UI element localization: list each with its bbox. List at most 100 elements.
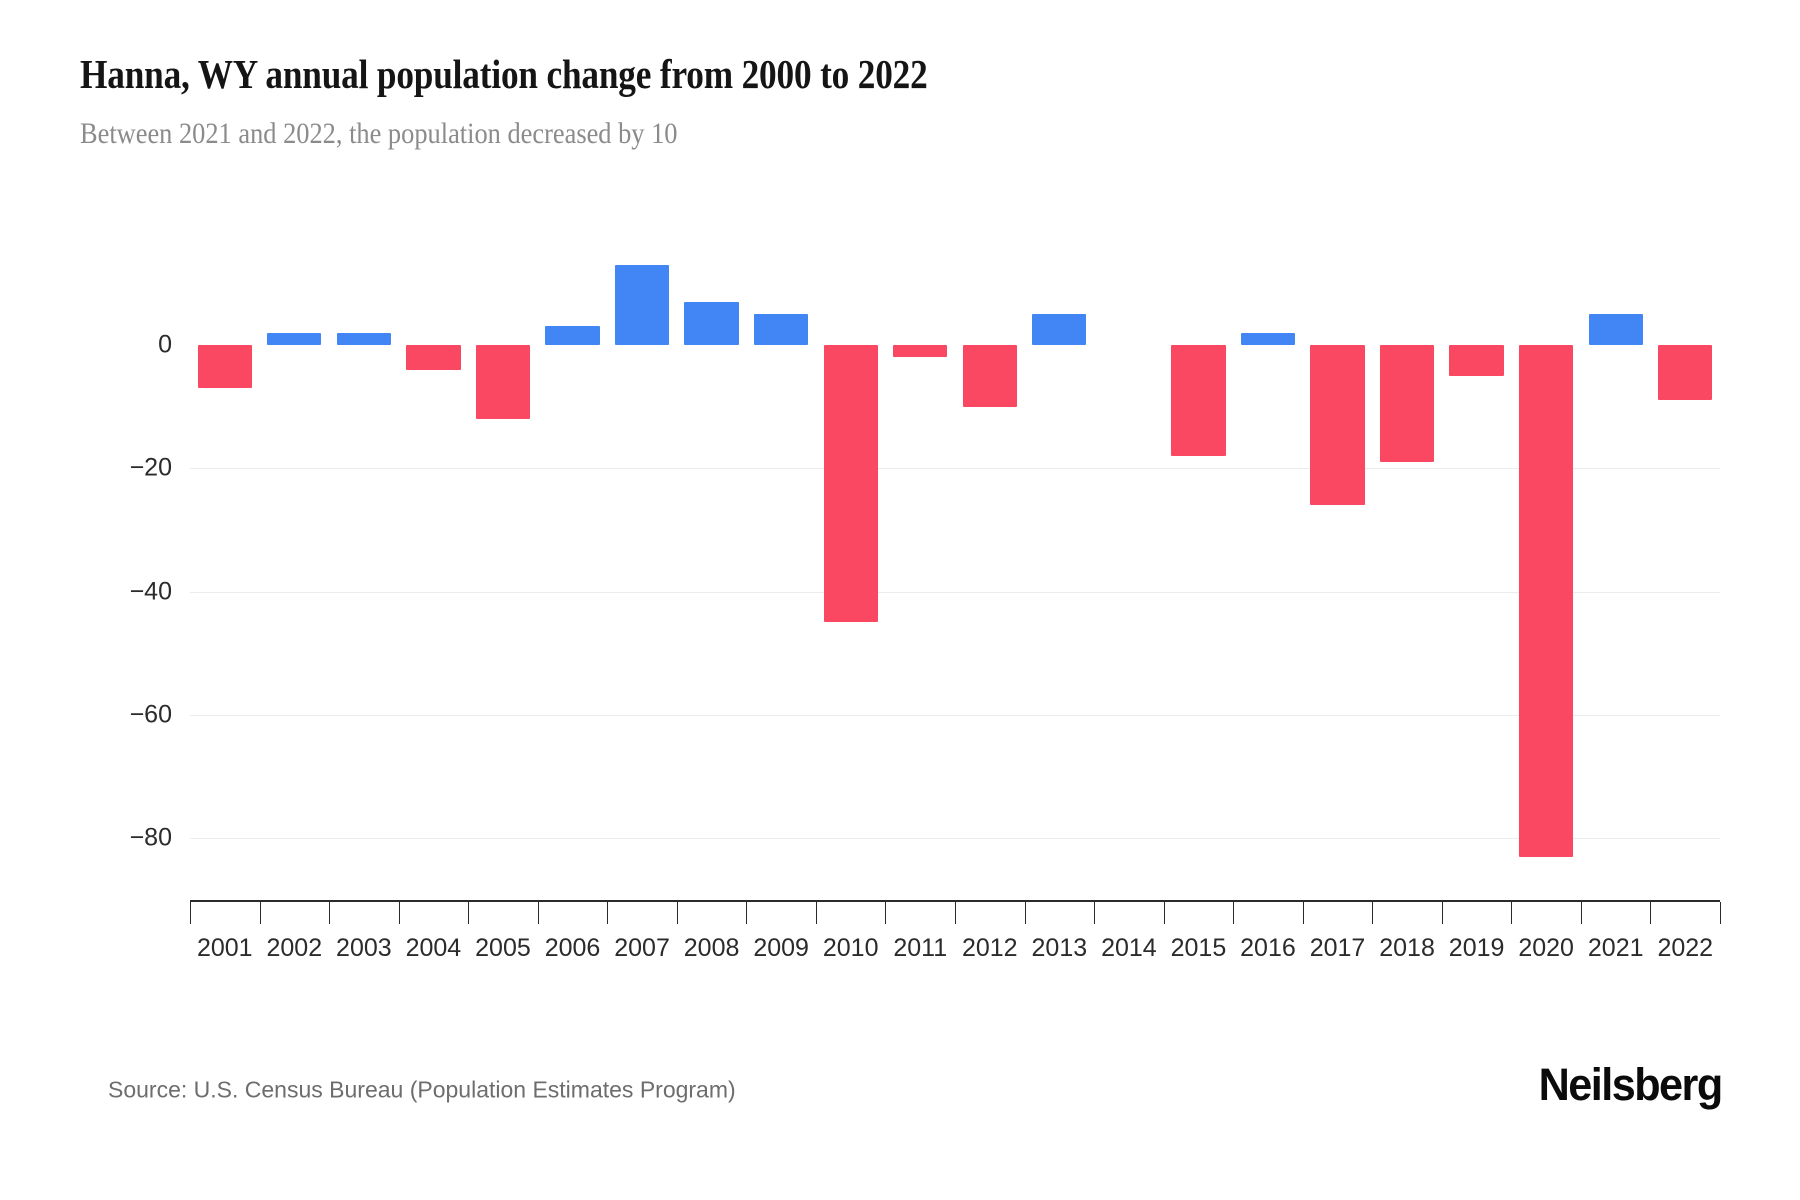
- bar-slot: [1094, 240, 1164, 900]
- x-axis-label-2021: 2021: [1587, 934, 1644, 962]
- bar-2009[interactable]: [754, 314, 809, 345]
- x-axis-tick: [398, 902, 400, 924]
- bar-2005[interactable]: [475, 344, 531, 419]
- y-axis-tick-label: −40: [129, 577, 172, 606]
- bar-2016[interactable]: [1240, 332, 1296, 345]
- bar-slot: [1303, 240, 1373, 900]
- bar-slot: [190, 240, 260, 900]
- bar-slot: [677, 240, 747, 900]
- x-axis-tick: [1302, 902, 1304, 924]
- y-axis-tick-label: −80: [129, 823, 172, 852]
- bar-2011[interactable]: [893, 344, 948, 358]
- bar-2007[interactable]: [614, 264, 670, 345]
- x-axis-label-2019: 2019: [1448, 934, 1505, 962]
- bar-2001[interactable]: [197, 344, 252, 389]
- x-axis-label-2010: 2010: [822, 934, 879, 962]
- bar-slot: [816, 240, 886, 900]
- bar-2018[interactable]: [1379, 344, 1435, 463]
- y-axis-tick-label: −20: [129, 453, 172, 482]
- x-axis-label-2022: 2022: [1657, 934, 1714, 962]
- x-axis-tick: [1372, 902, 1374, 924]
- gridline: [190, 468, 1720, 470]
- x-axis-tick: [1233, 902, 1235, 924]
- x-axis-tick: [329, 902, 331, 924]
- bar-2013[interactable]: [1032, 314, 1087, 345]
- bar-2022[interactable]: [1658, 344, 1713, 401]
- bar-slot: [1581, 240, 1651, 900]
- bar-slot: [1025, 240, 1095, 900]
- bar-2017[interactable]: [1310, 344, 1365, 506]
- x-axis-label-2011: 2011: [893, 934, 948, 962]
- x-axis-label-2002: 2002: [266, 934, 323, 962]
- plot-area: 0 −20 −40 −60 −80: [80, 240, 1720, 900]
- brand-logo: Neilsberg: [1538, 1059, 1724, 1110]
- bar-slot: [260, 240, 330, 900]
- source-note: Source: U.S. Census Bureau (Population E…: [108, 1076, 736, 1103]
- bar-slot: [1442, 240, 1512, 900]
- bar-2004[interactable]: [406, 344, 461, 370]
- bar-slot: [607, 240, 677, 900]
- bar-slot: [1650, 240, 1720, 900]
- x-axis-label-2018: 2018: [1379, 934, 1435, 962]
- x-axis-label-2003: 2003: [336, 934, 392, 962]
- bar-slot: [1233, 240, 1303, 900]
- x-axis-label-2006: 2006: [544, 934, 601, 962]
- x-axis-label-2020: 2020: [1518, 934, 1574, 962]
- x-axis-label-2005: 2005: [475, 934, 531, 962]
- bar-slot: [1511, 240, 1581, 900]
- x-axis-label-2016: 2016: [1240, 934, 1296, 962]
- bar-2015[interactable]: [1171, 344, 1226, 456]
- x-axis-label-2009: 2009: [753, 934, 809, 962]
- x-axis-label-2001: 2001: [196, 934, 253, 962]
- bar-slot: [538, 240, 608, 900]
- bar-slot: [1164, 240, 1234, 900]
- x-axis-tick: [1720, 902, 1721, 924]
- x-axis-labels: 2001 2002 2003 2004 2005 2006 2007 2008 2009 2010…: [190, 934, 1720, 974]
- bar-2008[interactable]: [684, 301, 739, 345]
- chart-header: Hanna, WY annual population change from …: [80, 48, 1720, 154]
- bar-2021[interactable]: [1588, 314, 1643, 345]
- x-axis-tick: [1650, 902, 1652, 924]
- x-axis-tick: [190, 902, 191, 924]
- x-axis-tick: [676, 902, 678, 924]
- x-axis-tick: [468, 902, 470, 924]
- bar-2012[interactable]: [962, 344, 1017, 407]
- y-axis-tick-label: 0: [158, 330, 172, 359]
- x-axis-label-2004: 2004: [405, 934, 462, 962]
- x-axis-line: [190, 900, 1720, 902]
- x-axis-label-2007: 2007: [614, 934, 670, 962]
- bar-slot: [885, 240, 955, 900]
- bar-2006[interactable]: [545, 326, 600, 345]
- x-axis-label-2008: 2008: [683, 934, 740, 962]
- bar-2019[interactable]: [1449, 344, 1504, 376]
- gridline: [190, 714, 1720, 716]
- gridline: [190, 838, 1720, 840]
- x-axis-tick: [885, 902, 887, 924]
- x-axis-tick: [1094, 902, 1096, 924]
- chart-subtitle: Between 2021 and 2022, the population de…: [80, 117, 678, 150]
- x-axis-label-2012: 2012: [961, 934, 1018, 962]
- x-axis-tick: [1511, 902, 1513, 924]
- bar-slot: [468, 240, 538, 900]
- x-axis-label-2017: 2017: [1309, 934, 1366, 962]
- bar-slot: [746, 240, 816, 900]
- x-axis-tick: [259, 902, 261, 924]
- x-axis-label-2013: 2013: [1031, 934, 1088, 962]
- bar-2002[interactable]: [267, 332, 322, 345]
- bar-slot: [1372, 240, 1442, 900]
- x-axis-tick: [815, 902, 817, 924]
- bar-slot: [329, 240, 399, 900]
- x-axis-tick: [607, 902, 609, 924]
- x-axis-tick: [955, 902, 956, 924]
- x-axis-label-2015: 2015: [1170, 934, 1227, 962]
- y-axis-tick-label: −60: [129, 700, 172, 729]
- x-axis-tick: [1163, 902, 1165, 924]
- bar-2010[interactable]: [823, 344, 878, 623]
- bar-2020[interactable]: [1519, 344, 1574, 857]
- gridlines: [190, 240, 1720, 900]
- x-axis-label-2014: 2014: [1101, 934, 1157, 962]
- bar-2003[interactable]: [336, 332, 391, 345]
- x-axis-tick: [746, 902, 748, 924]
- x-axis-ticks: [190, 902, 1721, 924]
